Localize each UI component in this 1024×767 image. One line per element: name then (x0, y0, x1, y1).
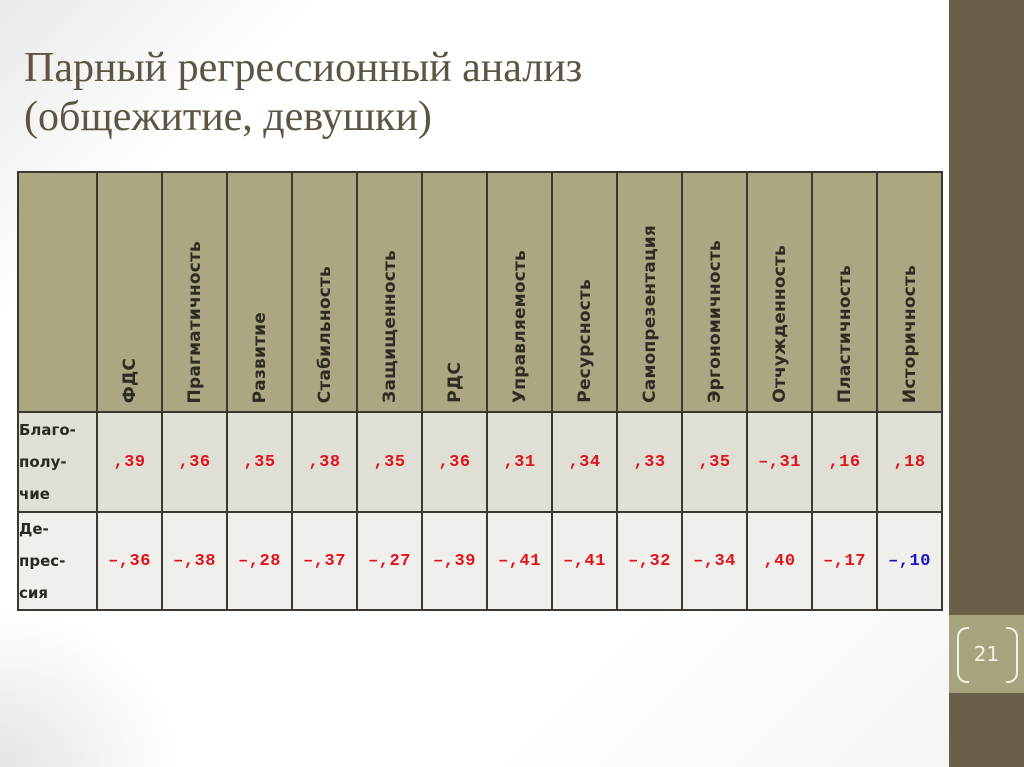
value-cell: –,28 (226, 511, 293, 611)
value-cell: ,36 (421, 411, 488, 513)
background-shading (0, 607, 180, 767)
value-cell: –,38 (161, 511, 228, 611)
value-cell: ,35 (356, 411, 423, 513)
right-bracket-icon (1006, 627, 1018, 683)
value-cell: –,31 (746, 411, 813, 513)
title-line-1: Парный регрессионный анализ (24, 45, 583, 91)
column-header: Отчужденность (746, 171, 813, 413)
column-header: ФДС (96, 171, 163, 413)
value-cell: ,31 (486, 411, 553, 513)
value-cell: –,37 (291, 511, 358, 611)
column-header-label: Пластичность (834, 264, 855, 403)
column-header: Стабильность (291, 171, 358, 413)
value-cell: ,35 (681, 411, 748, 513)
column-header: Эргономичность (681, 171, 748, 413)
page-number-box: 21 (949, 615, 1024, 693)
column-header: Историчность (876, 171, 943, 413)
title-line-2: (общежитие, девушки) (24, 94, 432, 140)
column-header-label: РДС (444, 362, 465, 403)
value-cell: ,38 (291, 411, 358, 513)
column-header-label: Ресурсность (574, 279, 595, 403)
page-number: 21 (973, 642, 1000, 666)
value-cell: –,41 (486, 511, 553, 611)
value-cell: ,40 (746, 511, 813, 611)
value-cell: ,36 (161, 411, 228, 513)
column-header: Ресурсность (551, 171, 618, 413)
column-header: Управляемость (486, 171, 553, 413)
value-cell: –,10 (876, 511, 943, 611)
column-header: Развитие (226, 171, 293, 413)
column-header: РДС (421, 171, 488, 413)
table-row-wellbeing: Благо- полу- чие ,39 ,36 ,35 ,38 ,35 ,36… (17, 411, 943, 513)
value-cell: –,27 (356, 511, 423, 611)
column-header-label: Управляемость (509, 249, 530, 403)
value-cell: –,32 (616, 511, 683, 611)
column-header-label: Эргономичность (704, 239, 725, 403)
column-header-label: Развитие (249, 311, 270, 403)
regression-table: ФДС Прагматичность Развитие Стабильность… (17, 171, 943, 611)
row-header: Благо- полу- чие (17, 411, 98, 513)
value-cell: –,41 (551, 511, 618, 611)
value-cell: ,39 (96, 411, 163, 513)
column-header: Защищенность (356, 171, 423, 413)
value-cell: ,16 (811, 411, 878, 513)
column-header-label: Стабильность (314, 265, 335, 403)
table-row-depression: Де- прес- сия –,36 –,38 –,28 –,37 –,27 –… (17, 511, 943, 611)
column-header: Самопрезентация (616, 171, 683, 413)
value-cell: –,36 (96, 511, 163, 611)
corner-cell (17, 171, 98, 413)
value-cell: ,35 (226, 411, 293, 513)
column-header-label: ФДС (119, 357, 140, 403)
column-header-label: Прагматичность (184, 240, 205, 403)
slide-title: Парный регрессионный анализ (общежитие, … (24, 44, 924, 142)
column-header-label: Историчность (899, 264, 920, 403)
value-cell: ,33 (616, 411, 683, 513)
value-cell: –,17 (811, 511, 878, 611)
value-cell: –,39 (421, 511, 488, 611)
column-header-label: Защищенность (379, 250, 400, 403)
column-header-label: Самопрезентация (639, 225, 660, 403)
column-header-label: Отчужденность (769, 245, 790, 403)
row-header: Де- прес- сия (17, 511, 98, 611)
value-cell: ,34 (551, 411, 618, 513)
column-header: Прагматичность (161, 171, 228, 413)
column-header: Пластичность (811, 171, 878, 413)
header-row: ФДС Прагматичность Развитие Стабильность… (17, 171, 943, 413)
left-bracket-icon (957, 627, 969, 683)
value-cell: –,34 (681, 511, 748, 611)
value-cell: ,18 (876, 411, 943, 513)
